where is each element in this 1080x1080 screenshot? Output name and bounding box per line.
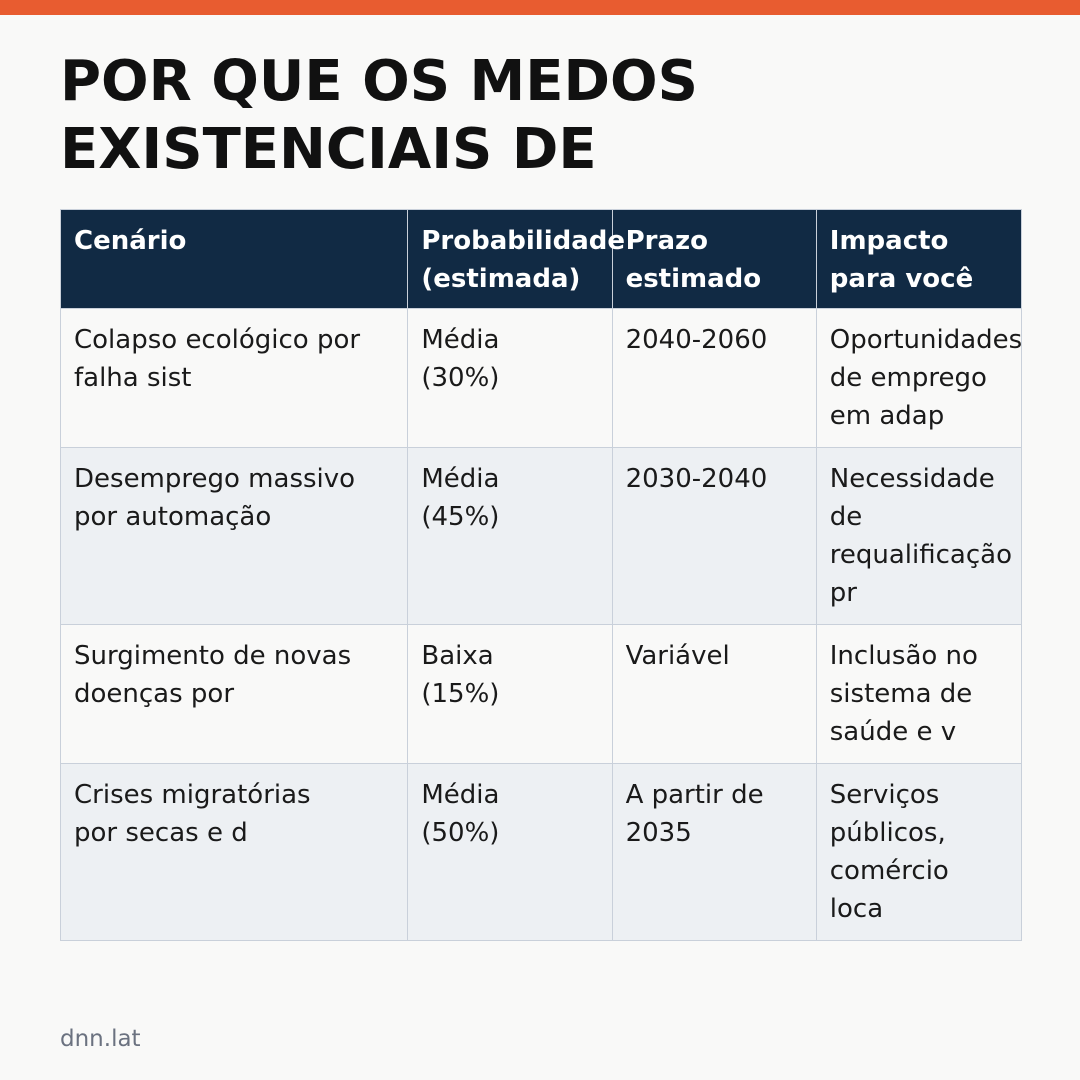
table-row: Desemprego massivo por automação Média (…	[59, 447, 1023, 625]
cell-line: Média	[421, 464, 500, 494]
header-line: Prazo	[625, 226, 708, 256]
cell-cenario: Desemprego massivo por automação	[59, 447, 409, 625]
cell-line: Oportunidades	[829, 325, 1023, 355]
cell-impacto: Necessidade de requalificação pr	[815, 447, 1023, 625]
cell-line: doenças por	[74, 679, 235, 709]
cell-line: A partir de	[625, 780, 764, 810]
cell-line: saúde e v	[829, 717, 957, 747]
header-line: para você	[829, 264, 974, 294]
cell-line: Média	[421, 325, 500, 355]
cell-line: públicos,	[829, 818, 946, 848]
cell-prazo: 2040-2060	[611, 308, 817, 448]
cell-line: Serviços	[829, 780, 940, 810]
cell-line: Colapso ecológico por	[74, 325, 361, 355]
cell-line: (15%)	[421, 679, 500, 709]
header-line: estimado	[625, 264, 762, 294]
cell-line: Desemprego massivo	[74, 464, 356, 494]
header-line: Cenário	[74, 226, 187, 256]
cell-cenario: Colapso ecológico por falha sist	[59, 308, 409, 448]
cell-line: de emprego	[829, 363, 987, 393]
cell-probabilidade: Média (50%)	[407, 763, 613, 941]
cell-probabilidade: Média (30%)	[407, 308, 613, 448]
header-prazo: Prazo estimado	[611, 209, 817, 309]
cell-line: Crises migratórias	[74, 780, 311, 810]
cell-line: 2040-2060	[625, 325, 768, 355]
header-line: (estimada)	[421, 264, 581, 294]
cell-impacto: Serviços públicos, comércio loca	[815, 763, 1023, 941]
cell-cenario: Crises migratórias por secas e d	[59, 763, 409, 941]
cell-line: Baixa	[421, 641, 494, 671]
table-row: Crises migratórias por secas e d Média (…	[59, 763, 1023, 941]
cell-line: 2035	[625, 818, 692, 848]
cell-line: pr	[829, 578, 857, 608]
footer-domain: dnn.lat	[60, 1026, 141, 1052]
header-impacto: Impacto para você	[815, 209, 1023, 309]
cell-line: (30%)	[421, 363, 500, 393]
cell-line: de	[829, 502, 863, 532]
header-cenario: Cenário	[59, 209, 409, 309]
header-line: Impacto	[829, 226, 949, 256]
cell-line: por automação	[74, 502, 272, 532]
cell-prazo: Variável	[611, 624, 817, 764]
cell-line: requalificação	[829, 540, 1012, 570]
cell-line: Surgimento de novas	[74, 641, 352, 671]
table-row: Surgimento de novas doenças por Baixa (1…	[59, 624, 1023, 764]
cell-probabilidade: Baixa (15%)	[407, 624, 613, 764]
header-probabilidade: Probabilidade (estimada)	[407, 209, 626, 309]
cell-cenario: Surgimento de novas doenças por	[59, 624, 409, 764]
cell-impacto: Oportunidades de emprego em adap	[815, 308, 1023, 448]
scenario-table: Cenário Probabilidade (estimada) Prazo e…	[59, 209, 1023, 941]
cell-line: Variável	[625, 641, 730, 671]
cell-line: comércio	[829, 856, 949, 886]
header-line: Probabilidade	[421, 226, 626, 256]
cell-line: (50%)	[421, 818, 500, 848]
page-title: POR QUE OS MEDOS EXISTENCIAIS DE	[60, 49, 698, 182]
top-accent-bar	[0, 0, 1080, 15]
cell-line: 2030-2040	[625, 464, 768, 494]
cell-line: em adap	[829, 401, 945, 431]
cell-impacto: Inclusão no sistema de saúde e v	[815, 624, 1023, 764]
cell-line: falha sist	[74, 363, 192, 393]
cell-line: loca	[829, 894, 884, 924]
table-header-row: Cenário Probabilidade (estimada) Prazo e…	[59, 209, 1023, 309]
table-row: Colapso ecológico por falha sist Média (…	[59, 308, 1023, 448]
cell-line: Média	[421, 780, 500, 810]
cell-line: Necessidade	[829, 464, 995, 494]
cell-probabilidade: Média (45%)	[407, 447, 613, 625]
cell-line: (45%)	[421, 502, 500, 532]
cell-prazo: A partir de 2035	[611, 763, 817, 941]
cell-line: por secas e d	[74, 818, 248, 848]
cell-line: Inclusão no	[829, 641, 978, 671]
cell-line: sistema de	[829, 679, 973, 709]
cell-prazo: 2030-2040	[611, 447, 817, 625]
